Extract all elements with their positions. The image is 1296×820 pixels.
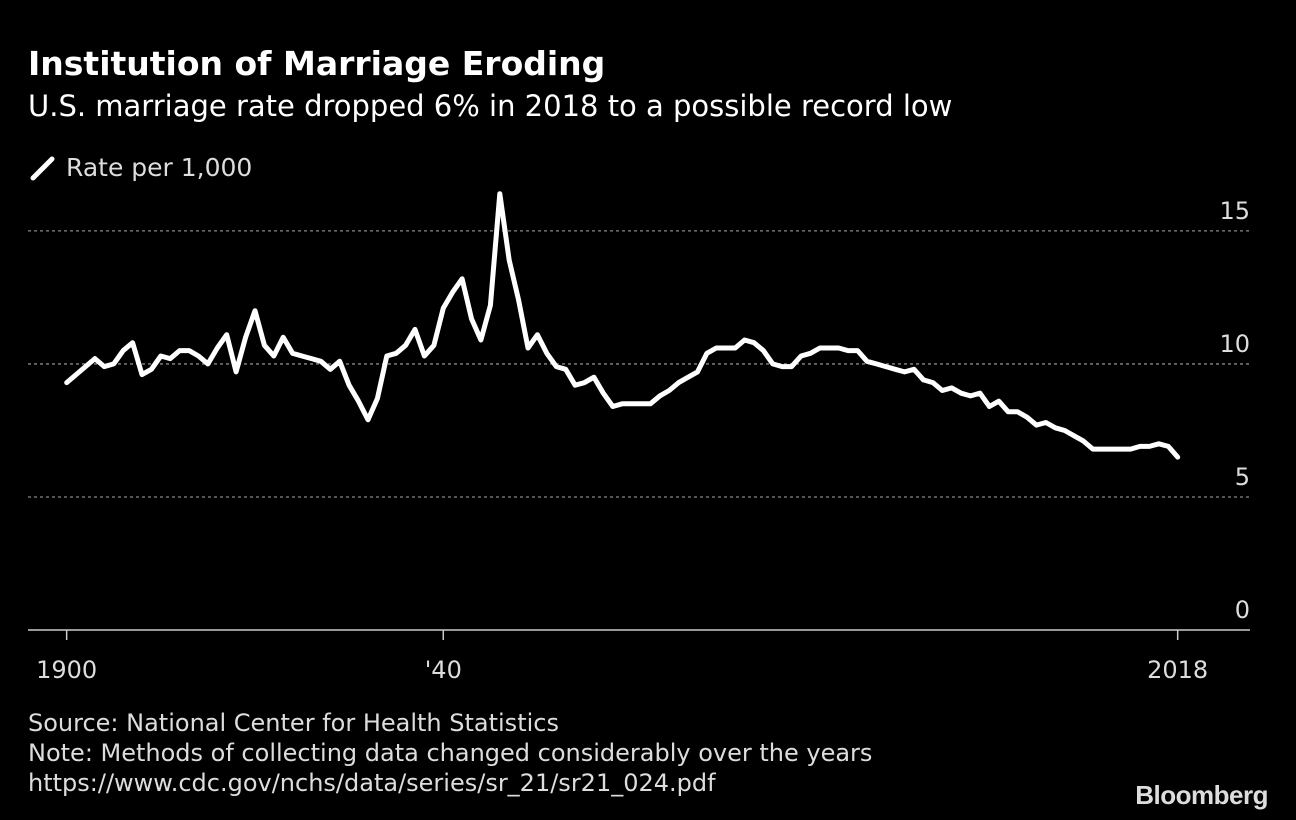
y-tick-label: 10 (1219, 330, 1250, 358)
chart-subtitle: U.S. marriage rate dropped 6% in 2018 to… (28, 89, 952, 123)
line (64, 191, 1181, 460)
brand-logo: Bloomberg (1135, 780, 1268, 810)
x-tick-label: 1900 (36, 656, 97, 684)
y-tick-label: 15 (1219, 197, 1250, 225)
legend-swatch (30, 156, 55, 181)
x-tick-label: '40 (425, 656, 462, 684)
chart-title: Institution of Marriage Eroding (28, 44, 605, 83)
y-tick-label: 0 (1235, 596, 1250, 624)
url: https://www.cdc.gov/nchs/data/series/sr_… (28, 769, 716, 797)
legend-label: Rate per 1,000 (66, 153, 252, 182)
x-tick-label: 2018 (1147, 656, 1208, 684)
note: Note: Methods of collecting data changed… (28, 739, 872, 767)
source: Source: National Center for Health Stati… (28, 709, 559, 737)
y-tick-label: 5 (1235, 463, 1250, 491)
